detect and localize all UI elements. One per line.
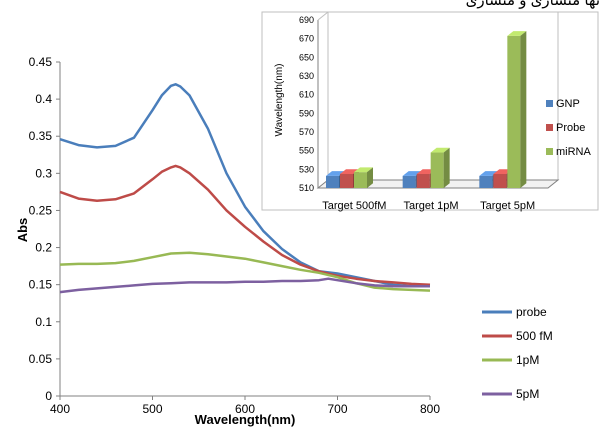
series-line-3 <box>59 277 430 294</box>
y-tick-label: 0.25 <box>29 203 53 217</box>
legend-label-1: 500 fM <box>516 329 553 343</box>
absorbance-axes: 0 0.05 0.1 0.15 0.2 0.25 0.3 0.35 0.4 0.45 400 500 6… <box>29 55 441 416</box>
inset-y-tick-label: 590 <box>299 108 314 118</box>
inset-legend: GNP Probe miRNA <box>546 98 591 158</box>
y-axis-title: Abs <box>15 218 30 243</box>
inset-legend-swatch-1 <box>546 124 553 131</box>
legend-label-0: probe <box>516 305 547 319</box>
inset-legend-label-0: GNP <box>556 98 580 110</box>
absorbance-lines <box>59 83 431 294</box>
x-tick-label: 500 <box>142 402 162 416</box>
inset-bar-mirna-0 <box>354 167 373 188</box>
inset-legend-swatch-2 <box>546 148 553 155</box>
inset-bars <box>326 31 527 189</box>
absorbance-legend: probe 500 fM 1pM 5pM <box>482 305 553 401</box>
x-axis-title: Wavelength(nm) <box>195 412 296 427</box>
series-line-1 <box>59 164 431 286</box>
inset-y-tick-label: 690 <box>299 15 314 25</box>
inset-legend-label-1: Probe <box>556 122 585 134</box>
inset-y-axis-title: Wavelength(nm) <box>274 64 285 137</box>
y-tick-label: 0 <box>45 389 52 403</box>
legend-label-2: 1pM <box>516 353 539 367</box>
inset-y-tick-label: 550 <box>299 146 314 156</box>
y-tick-label: 0.05 <box>29 352 53 366</box>
y-tick-label: 0.1 <box>35 315 52 329</box>
y-tick-label: 0.2 <box>35 241 52 255</box>
page-header-text: نها متشاری و متشاری <box>465 0 600 9</box>
x-tick-label: 700 <box>327 402 347 416</box>
y-tick-label: 0.45 <box>29 55 53 69</box>
inset-bar-chart: 510 530 550 570 590 610 630 650 670 690 Target 500… <box>261 11 599 212</box>
inset-category-label-0: Target 500fM <box>322 200 386 212</box>
y-tick-label: 0.35 <box>29 129 53 143</box>
inset-legend-swatch-0 <box>546 100 553 107</box>
inset-y-tick-label: 570 <box>299 127 314 137</box>
inset-y-axis-depth <box>317 11 329 21</box>
x-tick-label: 400 <box>50 402 70 416</box>
inset-y-tick-label: 610 <box>299 90 314 100</box>
y-tick-label: 0.15 <box>29 278 53 292</box>
y-tick-label: 0.4 <box>35 92 52 106</box>
inset-bar-mirna-1 <box>430 147 450 188</box>
inset-y-tick-label: 650 <box>299 52 314 62</box>
inset-y-tick-label: 530 <box>299 164 314 174</box>
x-tick-label: 800 <box>420 402 440 416</box>
inset-category-label-2: Target 5pM <box>480 200 535 212</box>
x-tick-label: 600 <box>235 402 255 416</box>
inset-axes: 510 530 550 570 590 610 630 650 670 690 Target 500… <box>299 11 560 212</box>
inset-legend-label-2: miRNA <box>556 146 591 158</box>
y-tick-label: 0.3 <box>35 166 52 180</box>
inset-bar-mirna-2 <box>507 31 527 189</box>
absorbance-chart: 0 0.05 0.1 0.15 0.2 0.25 0.3 0.35 0.4 0.45 400 500 6… <box>15 55 553 427</box>
inset-y-tick-label: 670 <box>299 34 314 44</box>
inset-category-label-1: Target 1pM <box>403 200 458 212</box>
legend-label-3: 5pM <box>516 387 539 401</box>
inset-y-tick-label: 510 <box>299 183 314 193</box>
series-line-2 <box>59 251 431 292</box>
inset-y-tick-label: 630 <box>299 71 314 81</box>
